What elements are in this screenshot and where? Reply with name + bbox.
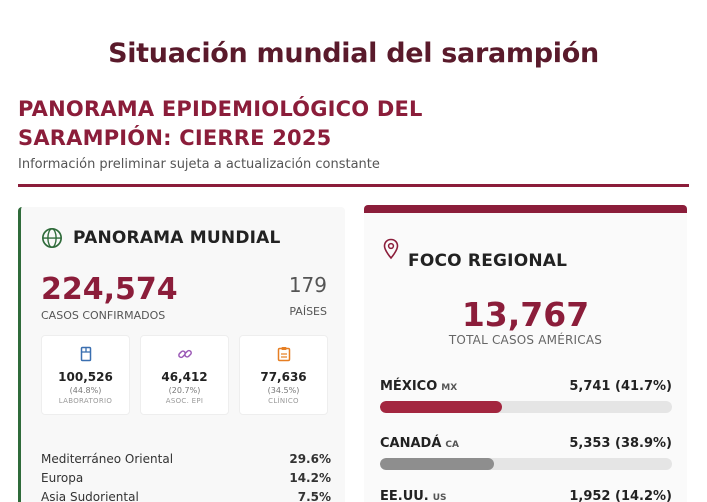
progress-fill [380, 458, 494, 470]
world-panel-header: PANORAMA MUNDIAL [41, 227, 281, 249]
country-row-usa: EE.UU. US 1,952 (14.2%) [380, 489, 672, 502]
progress-fill [380, 401, 502, 413]
list-item: Asia Sudoriental 7.5% [41, 487, 331, 502]
map-pin-icon [383, 238, 399, 260]
headline-line-2: SARAMPIÓN: CIERRE 2025 [18, 126, 332, 150]
region-list: Mediterráneo Oriental 29.6% Europa 14.2%… [41, 449, 331, 502]
region-name: Mediterráneo Oriental [41, 451, 174, 466]
country-name: EE.UU. [380, 489, 429, 502]
globe-icon [42, 228, 62, 248]
regional-panel: FOCO REGIONAL 13,767 TOTAL CASOS AMÉRICA… [364, 205, 687, 502]
world-panel-title: PANORAMA MUNDIAL [73, 228, 281, 248]
total-cases: 224,574 [41, 272, 178, 307]
epi-label: ASOC. EPI [165, 397, 204, 405]
page-title: Situación mundial del sarampión [108, 38, 599, 69]
country-code: MX [441, 383, 458, 393]
lab-label: LABORATORIO [58, 397, 113, 405]
country-row-mexico: MÉXICO MX 5,741 (41.7%) [380, 379, 672, 413]
region-pct: 14.2% [289, 470, 331, 485]
epi-value: 46,412 [161, 370, 208, 384]
divider [18, 184, 689, 187]
test-tube-icon [80, 346, 91, 362]
headline: PANORAMA EPIDEMIOLÓGICO DEL SARAMPIÓN: C… [18, 95, 538, 153]
country-name: CANADÁ [380, 436, 442, 451]
region-pct: 7.5% [297, 489, 331, 502]
lab-value: 100,526 [58, 370, 113, 384]
country-name: MÉXICO [380, 379, 438, 394]
clinical-pct: (34.5%) [267, 386, 300, 395]
clinical-label: CLÍNICO [268, 397, 299, 405]
countries-count: 179 [288, 273, 327, 297]
region-name: Europa [41, 470, 84, 485]
epi-pct: (20.7%) [168, 386, 201, 395]
headline-line-1: PANORAMA EPIDEMIOLÓGICO DEL [18, 97, 423, 121]
countries-caption: PAÍSES [289, 305, 327, 318]
list-item: Europa 14.2% [41, 468, 331, 487]
country-value: 1,952 (14.2%) [569, 489, 672, 502]
country-code: CA [445, 440, 459, 450]
country-value: 5,353 (38.9%) [569, 436, 672, 451]
epi-stat-card: 46,412 (20.7%) ASOC. EPI [140, 335, 229, 415]
world-panel: PANORAMA MUNDIAL 224,574 CASOS CONFIRMAD… [18, 207, 345, 502]
clinical-value: 77,636 [260, 370, 307, 384]
country-value: 5,741 (41.7%) [569, 379, 672, 394]
regional-panel-title: FOCO REGIONAL [408, 251, 568, 271]
link-icon [177, 349, 192, 359]
clipboard-icon [277, 347, 290, 362]
americas-total-caption: TOTAL CASOS AMÉRICAS [448, 333, 603, 347]
subtitle: Información preliminar sujeta a actualiz… [18, 157, 380, 172]
americas-total: 13,767 [461, 295, 590, 334]
region-pct: 29.6% [289, 451, 331, 466]
progress-track [380, 458, 672, 470]
country-code: US [432, 493, 447, 502]
lab-pct: (44.8%) [69, 386, 102, 395]
clinical-stat-card: 77,636 (34.5%) CLÍNICO [239, 335, 328, 415]
country-row-canada: CANADÁ CA 5,353 (38.9%) [380, 436, 672, 470]
progress-track [380, 401, 672, 413]
lab-stat-card: 100,526 (44.8%) LABORATORIO [41, 335, 130, 415]
list-item: Mediterráneo Oriental 29.6% [41, 449, 331, 468]
region-name: Asia Sudoriental [41, 489, 139, 502]
case-breakdown: 100,526 (44.8%) LABORATORIO 46,412 (20.7… [41, 335, 328, 415]
total-cases-caption: CASOS CONFIRMADOS [41, 309, 166, 322]
